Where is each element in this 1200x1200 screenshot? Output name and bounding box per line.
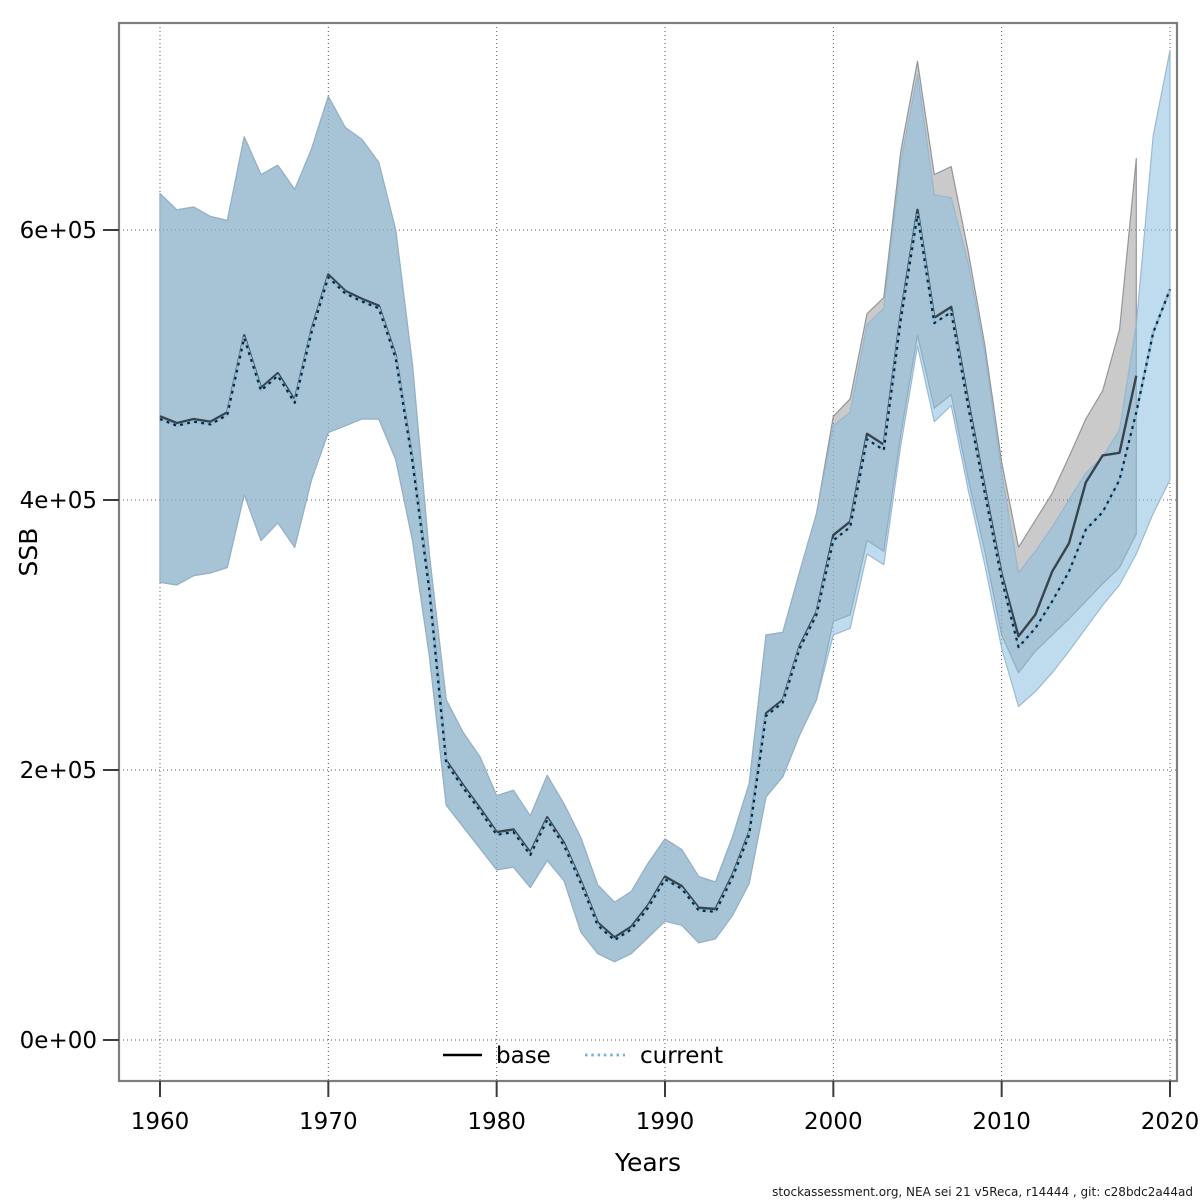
y-tick-label: 4e+05	[20, 488, 97, 514]
current-ci-band	[159, 49, 1171, 963]
y-tick-label: 0e+00	[20, 1028, 97, 1054]
y-tick-label: 2e+05	[20, 758, 97, 784]
y-tick-label: 6e+05	[20, 218, 97, 244]
x-tick-label: 1980	[467, 1109, 526, 1135]
x-tick-label: 1970	[299, 1109, 358, 1135]
x-axis-title: Years	[614, 1148, 681, 1177]
current-line	[159, 214, 1172, 942]
plot-area: 1960 1970 1980 1990 2000 2010 2020 0e+00 2e+05 4e…	[20, 21, 1200, 1135]
legend: base current	[443, 1043, 723, 1069]
x-tick-label: 2020	[1141, 1109, 1200, 1135]
footer-text: stockassessment.org, NEA sei 21 v5Reca, …	[772, 1185, 1193, 1199]
x-tick-label: 1990	[636, 1109, 695, 1135]
legend-base-label: base	[496, 1043, 551, 1069]
x-tick-label: 2010	[972, 1109, 1031, 1135]
legend-current-label: current	[640, 1043, 723, 1069]
plot-border	[117, 21, 1179, 1083]
x-tick-label: 1960	[131, 1109, 190, 1135]
x-tick-label: 2000	[804, 1109, 863, 1135]
y-axis-title: SSB	[14, 528, 43, 577]
